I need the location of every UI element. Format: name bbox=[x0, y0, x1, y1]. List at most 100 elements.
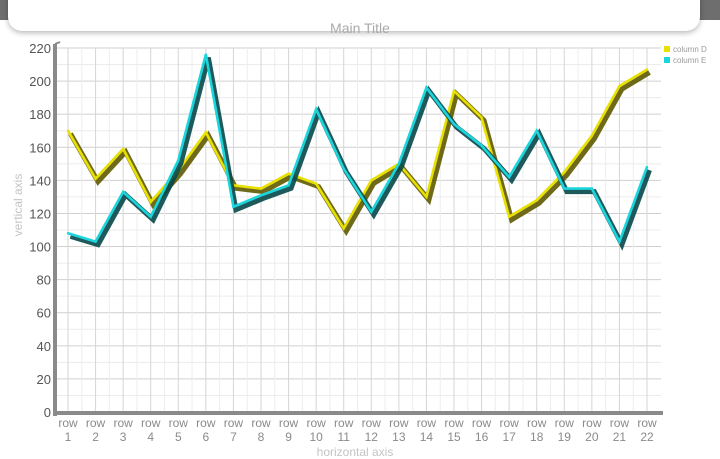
title-bar-card bbox=[8, 0, 700, 31]
data-point bbox=[480, 116, 483, 119]
x-tick-label: 8 bbox=[258, 430, 265, 444]
chart-series bbox=[66, 53, 652, 251]
y-axis-cap bbox=[54, 41, 61, 45]
data-point bbox=[370, 179, 373, 182]
data-point bbox=[645, 165, 649, 169]
y-tick-label: 80 bbox=[37, 273, 51, 288]
x-tick-label: 5 bbox=[175, 430, 182, 444]
x-tick-label: row bbox=[86, 416, 106, 430]
x-tick-label: row bbox=[306, 416, 326, 430]
x-tick-label: row bbox=[141, 416, 161, 430]
x-tick-label: row bbox=[417, 416, 437, 430]
x-tick-label: 14 bbox=[420, 430, 434, 444]
x-tick-label: 9 bbox=[285, 430, 292, 444]
x-tick-label: row bbox=[362, 416, 382, 430]
data-point bbox=[480, 144, 483, 147]
x-tick-label: 1 bbox=[65, 430, 72, 444]
data-point bbox=[425, 86, 428, 89]
y-tick-label: 40 bbox=[37, 339, 51, 354]
chart-labels: 020406080100120140160180200220row1row2ro… bbox=[29, 41, 657, 444]
y-tick-label: 200 bbox=[29, 74, 51, 89]
x-tick-label: row bbox=[555, 416, 575, 430]
data-point bbox=[370, 210, 373, 213]
x-tick-label: 10 bbox=[309, 430, 323, 444]
x-tick-label: 21 bbox=[613, 430, 627, 444]
data-point bbox=[535, 129, 538, 132]
legend-swatch bbox=[664, 57, 670, 63]
x-tick-label: row bbox=[389, 416, 409, 430]
data-point bbox=[397, 162, 401, 165]
data-point bbox=[259, 187, 263, 190]
series-line-2 bbox=[67, 54, 649, 245]
data-point bbox=[535, 199, 538, 202]
data-point bbox=[287, 184, 290, 187]
data-point bbox=[563, 187, 566, 190]
y-tick-label: 140 bbox=[29, 173, 51, 188]
y-axis-label: vertical axis bbox=[11, 174, 25, 237]
x-tick-label: 13 bbox=[392, 430, 406, 444]
data-point bbox=[204, 53, 208, 56]
data-point bbox=[66, 232, 70, 235]
x-tick-label: 20 bbox=[585, 430, 599, 444]
data-point bbox=[204, 131, 208, 134]
y-tick-label: 60 bbox=[37, 306, 51, 321]
data-point bbox=[287, 172, 290, 175]
x-tick-label: row bbox=[582, 416, 602, 430]
data-point bbox=[645, 68, 649, 71]
x-tick-label: 12 bbox=[365, 430, 379, 444]
legend-label: column D bbox=[673, 45, 707, 54]
data-point bbox=[342, 167, 345, 170]
x-tick-label: 18 bbox=[530, 430, 544, 444]
x-tick-label: row bbox=[334, 416, 354, 430]
data-point bbox=[314, 182, 318, 185]
data-point bbox=[452, 89, 456, 93]
x-tick-label: row bbox=[472, 416, 492, 430]
x-tick-label: row bbox=[251, 416, 271, 430]
chart-legend: column D column E bbox=[664, 45, 707, 65]
x-tick-label: row bbox=[58, 416, 78, 430]
x-tick-label: row bbox=[610, 416, 630, 430]
data-point bbox=[66, 129, 70, 132]
chart-title: Main Title bbox=[330, 20, 390, 36]
data-point bbox=[342, 227, 345, 230]
x-tick-label: 4 bbox=[147, 430, 154, 444]
x-tick-label: row bbox=[196, 416, 216, 430]
x-tick-label: 17 bbox=[502, 430, 516, 444]
data-point bbox=[314, 108, 318, 111]
y-tick-label: 100 bbox=[29, 240, 51, 255]
x-tick-label: row bbox=[279, 416, 299, 430]
data-point bbox=[590, 134, 594, 137]
data-point bbox=[177, 159, 180, 162]
data-point bbox=[149, 215, 152, 218]
data-point bbox=[452, 122, 456, 126]
data-point bbox=[618, 84, 621, 88]
chart-grid bbox=[56, 47, 661, 413]
data-point bbox=[94, 240, 97, 243]
x-axis-label: horizontal axis bbox=[317, 445, 394, 459]
y-tick-label: 120 bbox=[29, 206, 51, 221]
legend-label: column E bbox=[673, 56, 706, 65]
x-tick-label: 22 bbox=[640, 430, 654, 444]
y-tick-label: 20 bbox=[37, 372, 51, 387]
x-tick-label: 2 bbox=[92, 430, 99, 444]
data-point bbox=[121, 147, 125, 151]
x-tick-label: row bbox=[527, 416, 547, 430]
x-tick-label: 11 bbox=[337, 430, 350, 444]
x-tick-label: 15 bbox=[447, 430, 461, 444]
x-tick-label: row bbox=[224, 416, 244, 430]
y-tick-label: 180 bbox=[29, 107, 51, 122]
data-point bbox=[507, 215, 511, 218]
x-tick-label: 6 bbox=[203, 430, 210, 444]
x-tick-label: row bbox=[169, 416, 189, 430]
chart-axes bbox=[53, 41, 663, 416]
x-tick-label: row bbox=[499, 416, 519, 430]
data-point bbox=[590, 187, 594, 190]
y-tick-label: 160 bbox=[29, 140, 51, 155]
x-tick-label: 3 bbox=[120, 430, 127, 444]
data-point bbox=[94, 177, 97, 180]
x-tick-label: row bbox=[113, 416, 133, 430]
y-tick-label: 0 bbox=[44, 405, 51, 420]
y-tick-label: 220 bbox=[29, 41, 51, 56]
data-point bbox=[563, 170, 566, 174]
